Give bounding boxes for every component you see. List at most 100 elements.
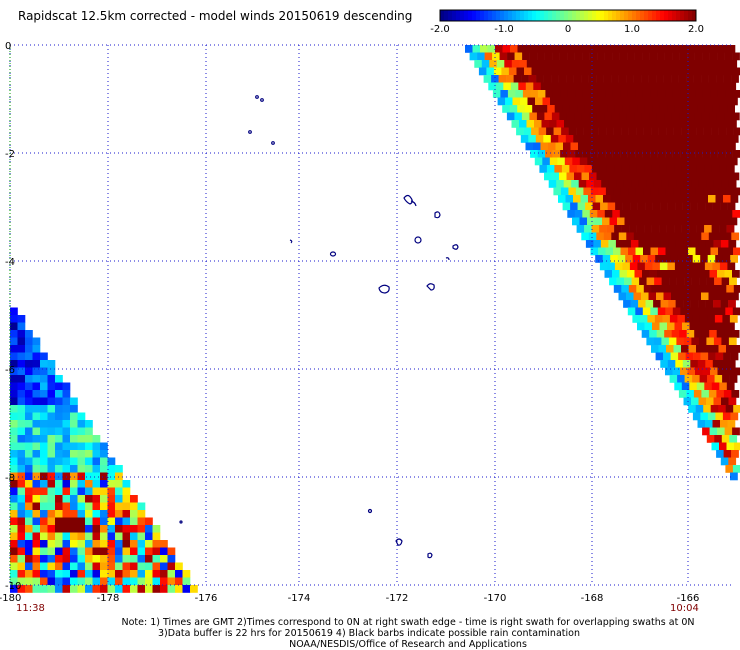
wind-cell [634,210,643,218]
wind-cell [680,367,688,376]
wind-cell [720,45,728,53]
colorbar-step [452,10,457,21]
wind-cell [644,262,653,271]
wind-cell [544,52,553,61]
wind-cell [62,547,71,556]
wind-cell [632,157,641,166]
wind-cell [32,510,41,518]
wind-cell [47,420,56,428]
wind-cell [137,510,146,518]
wind-cell [618,135,627,143]
wind-cell [130,540,138,548]
wind-cell [40,420,48,428]
island [403,194,417,207]
island [255,95,259,99]
wind-cell [107,562,116,571]
wind-cell [55,390,63,398]
wind-cell [605,247,614,256]
wind-cell [528,135,537,143]
wind-cell [603,232,612,241]
wind-cell [47,502,56,511]
wind-cell [634,52,643,61]
wind-cell [683,142,691,151]
wind-cell [733,247,740,256]
wind-cell [526,60,535,68]
wind-cell [32,525,41,533]
wind-cell [47,495,56,503]
wind-cell [47,525,56,533]
wind-cell [694,112,703,121]
wind-cell [554,67,562,76]
colorbar-step [472,10,477,21]
wind-cell [576,165,585,173]
colorbar-step [488,10,493,21]
wind-cell [641,172,650,181]
wind-cell [465,45,473,53]
wind-cell [85,495,93,503]
wind-cell [17,405,26,413]
colorbar-step [640,10,645,21]
wind-cell [671,172,680,181]
wind-cell [704,322,713,331]
wind-cell [617,97,626,106]
wind-cell [70,487,78,496]
wind-cell [674,225,682,233]
wind-cell [17,540,26,548]
wind-cell [47,547,56,556]
wind-cell [699,375,708,383]
wind-cell [614,165,623,173]
wind-cell [25,495,33,503]
colorbar-step [448,10,453,21]
wind-cell [700,135,709,143]
wind-cell [70,435,78,443]
wind-cell [616,180,624,188]
wind-cell [724,330,732,338]
wind-cell [660,82,669,91]
wind-cell [558,75,567,83]
wind-cell [602,217,610,226]
wind-cell [579,157,588,166]
wind-cell [32,585,41,593]
wind-cell [122,495,131,503]
wind-cell [55,435,63,443]
wind-cell [599,105,608,113]
wind-cell [612,270,620,278]
wind-cell [733,345,740,353]
colorbar-step [676,10,681,21]
wind-cell [729,217,738,226]
wind-cell [25,412,33,421]
wind-cell [619,172,627,181]
wind-cell [716,292,724,301]
wind-cell [644,165,653,173]
wind-cell [122,487,131,496]
wind-cell [640,97,648,106]
right-swath-time: 10:04 [670,603,699,614]
wind-cell [657,90,666,98]
wind-cell [55,375,63,383]
colorbar-step [548,10,553,21]
wind-cell [556,120,565,128]
wind-cell [62,495,71,503]
wind-cell [525,142,534,151]
wind-cell [17,532,26,541]
wind-cell [731,112,740,121]
wind-cell [690,202,698,211]
wind-cell [701,292,709,301]
wind-cell [566,172,575,181]
wind-cell [700,97,708,106]
wind-cell [619,210,628,218]
wind-cell [100,562,108,571]
wind-cell [47,427,56,436]
wind-cell [665,367,673,376]
wind-cell [10,382,18,391]
wind-cell [723,292,732,301]
wind-cell [688,345,697,353]
wind-cell [70,540,78,548]
wind-cell [40,510,48,518]
wind-cell [92,517,101,526]
wind-cell [474,60,483,68]
wind-cell [47,457,56,466]
wind-cell [641,232,650,241]
wind-cell [697,262,706,271]
wind-cell [85,480,93,488]
